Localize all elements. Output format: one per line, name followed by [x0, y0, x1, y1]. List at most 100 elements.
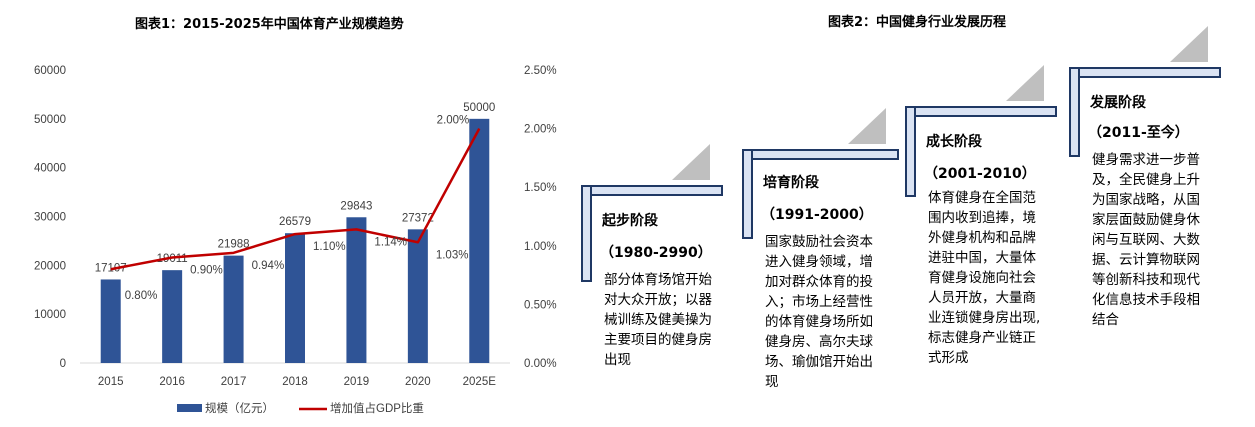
legend-bar-label: 规模（亿元） — [205, 401, 274, 415]
stage-frame-joint — [1071, 69, 1078, 76]
stage-triangle — [848, 108, 886, 144]
x-tick-label: 2018 — [282, 376, 308, 388]
y-right-tick-label: 0.00% — [524, 358, 557, 370]
stage-description-line: 式形成 — [928, 350, 969, 366]
y-left-tick-label: 40000 — [34, 163, 66, 175]
line-value-label: 0.94% — [252, 260, 285, 272]
stage-frame-top — [905, 106, 1057, 117]
stage-title: 发展阶段 — [1090, 95, 1146, 111]
stage-description-line: 的体育健身场所如 — [765, 314, 873, 330]
y-left-tick-label: 20000 — [34, 260, 66, 272]
line-value-label: 0.80% — [125, 290, 158, 302]
y-right-tick-label: 1.00% — [524, 241, 557, 253]
stage-frame-left — [581, 185, 592, 282]
bar-value-label: 27372 — [402, 212, 434, 224]
stage-description-line: 健身房、高尔夫球 — [765, 334, 873, 350]
stage-description-line: 为国家战略，从国 — [1092, 192, 1200, 208]
y-left-tick-label: 0 — [60, 358, 66, 370]
stage-period: （2001-2010） — [924, 166, 1036, 182]
bar — [407, 229, 428, 363]
bar-value-label: 29843 — [340, 200, 372, 212]
stage-description-line: 化信息技术手段相 — [1092, 292, 1200, 308]
bar — [469, 118, 490, 363]
bar-value-label: 26579 — [279, 216, 311, 228]
stage-frame-top — [742, 149, 899, 160]
stage-description-line: 入；市场上经营性 — [765, 294, 873, 310]
y-left-tick-label: 50000 — [34, 114, 66, 126]
stage-title: 起步阶段 — [602, 213, 658, 229]
x-tick-label: 2015 — [98, 376, 124, 388]
stage-description-line: 械训练及健美操为 — [604, 312, 712, 328]
chart2-title: 图表2：中国健身行业发展历程 — [828, 15, 1007, 30]
y-right-tick-label: 2.50% — [524, 65, 557, 77]
stage-description-line: 对大众开放；以器 — [604, 292, 712, 308]
scale-trend-chart: 0 10000 20000 30000 40000 50000 60000 0.00% 0.50… — [34, 65, 557, 415]
stage-frame-left — [905, 106, 916, 197]
y-left-tick-label: 60000 — [34, 65, 66, 77]
line-value-label: 1.14% — [374, 236, 407, 248]
stage-frame-top — [581, 185, 723, 196]
stage-triangle — [672, 144, 710, 180]
stage-description-line: 家层面鼓励健身休 — [1092, 212, 1200, 228]
stage-period: （1980-2990） — [600, 245, 712, 261]
y-left-tick-label: 30000 — [34, 212, 66, 224]
stage-description-line: 主要项目的健身房 — [604, 332, 712, 348]
stage-description-line: 进入健身领域，增 — [765, 254, 873, 270]
bar-value-label: 50000 — [463, 102, 495, 114]
stage-triangle — [1170, 26, 1208, 62]
stage-period: （2011-至今） — [1088, 125, 1189, 141]
stage-description-line: 部分体育场馆开始 — [604, 272, 712, 288]
stage-description-line: 人员开放，大量商 — [928, 290, 1036, 306]
stage-description-line: 国家鼓励社会资本 — [765, 234, 873, 250]
stage-description-line: 据、云计算物联网 — [1092, 252, 1200, 268]
y-right-tick-label: 0.50% — [524, 299, 557, 311]
stage-description-line: 育健身设施向社会 — [928, 270, 1036, 286]
stage-description-line: 业连锁健身房出现, — [928, 310, 1041, 326]
stage-description-line: 场、瑜伽馆开始出 — [765, 354, 873, 370]
bar — [285, 233, 305, 363]
line-value-label: 1.03% — [436, 249, 469, 261]
stage-description-line: 标志健身产业链正 — [928, 330, 1036, 346]
gdp-share-line — [110, 128, 481, 271]
stage-title: 培育阶段 — [763, 175, 819, 191]
stage-description-line: 结合 — [1092, 312, 1119, 328]
legend-line-label: 增加值占GDP比重 — [330, 401, 424, 415]
bar — [346, 217, 367, 363]
bar-value-label: 21988 — [218, 239, 250, 251]
stage-description-line: 加对群众体育的投 — [765, 274, 873, 290]
stage-description-line: 及，全民健身上升 — [1092, 172, 1200, 188]
stage-description-line: 体育健身在全国范 — [928, 190, 1036, 206]
y-right-tick-label: 1.50% — [524, 182, 557, 194]
x-tick-label: 2025E — [463, 376, 497, 388]
bar — [100, 279, 121, 363]
stage-frame-left — [742, 149, 753, 239]
y-left-tick-label: 10000 — [34, 309, 66, 321]
stage-triangle — [1006, 65, 1044, 101]
x-tick-label: 2017 — [221, 376, 247, 388]
legend-bar-swatch — [177, 404, 202, 412]
stage-description-line: 现 — [765, 374, 779, 390]
bar — [162, 270, 183, 363]
x-tick-label: 2016 — [159, 376, 185, 388]
line-value-label: 1.10% — [313, 241, 346, 253]
stage-description-line: 出现 — [604, 352, 631, 368]
stage-title: 成长阶段 — [926, 134, 982, 150]
stage-frame-left — [1069, 67, 1080, 157]
line-value-label: 2.00% — [437, 115, 470, 127]
stage-description-line: 等创新科技和现代 — [1092, 272, 1200, 288]
stage-frame-joint — [583, 187, 590, 194]
stage-frame-top — [1069, 67, 1221, 78]
line-value-label: 0.90% — [190, 265, 223, 277]
x-tick-label: 2019 — [344, 376, 370, 388]
stage-description-line: 进驻中国，大量体 — [928, 250, 1036, 266]
stage-description-line: 外健身机构和品牌 — [928, 230, 1036, 246]
x-tick-label: 2020 — [405, 376, 431, 388]
y-right-tick-label: 2.00% — [524, 124, 557, 136]
stage-description-line: 健身需求进一步普 — [1092, 152, 1200, 168]
stage-period: （1991-2000） — [761, 207, 873, 223]
bar — [223, 255, 244, 363]
chart1-title: 图表1：2015-2025年中国体育产业规模趋势 — [135, 17, 404, 32]
stage-description-line: 围内收到追捧，境 — [928, 210, 1036, 226]
stage-description-line: 闲与互联网、大数 — [1092, 232, 1200, 248]
